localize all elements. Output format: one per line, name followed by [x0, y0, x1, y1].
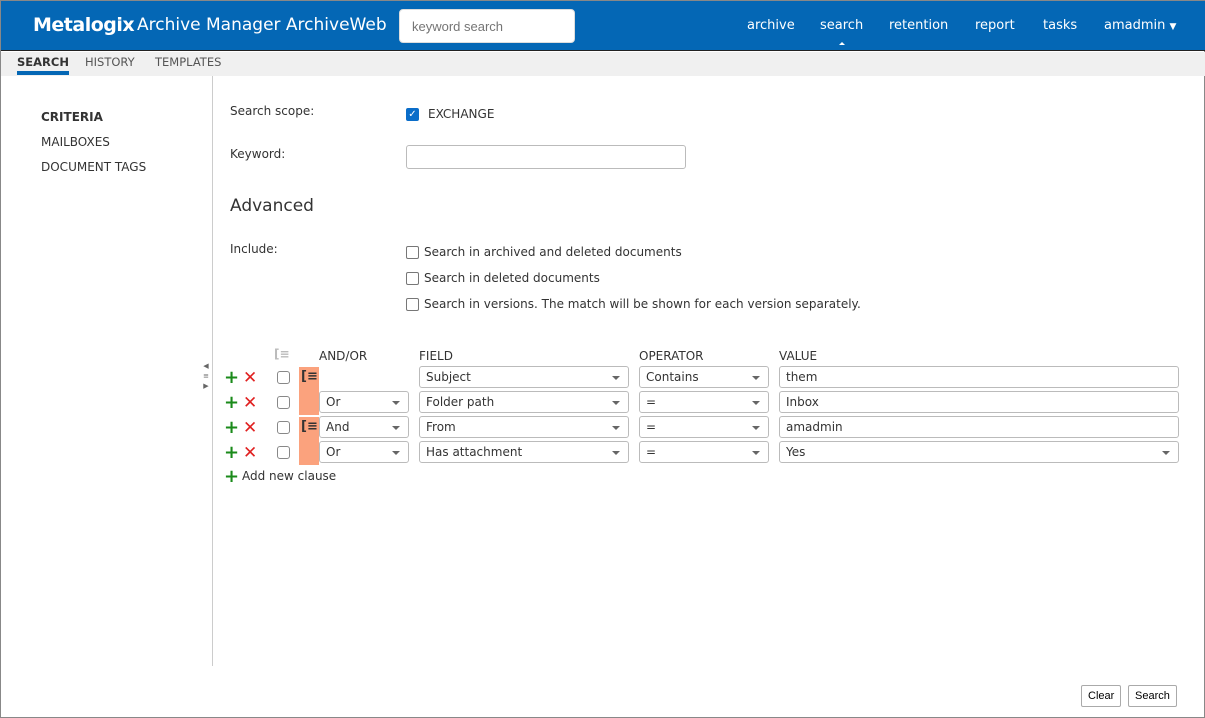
collapse-handle[interactable]: ◀ ≡ ▶	[203, 362, 209, 390]
operator-select[interactable]: =	[639, 391, 769, 413]
tab-history[interactable]: HISTORY	[85, 55, 135, 69]
header-andor: AND/OR	[319, 349, 368, 363]
keyword-search-input[interactable]	[399, 9, 575, 43]
andor-select[interactable]: Or	[319, 441, 409, 463]
caret-down-icon: ▼	[1169, 22, 1177, 32]
include-label: Include:	[230, 242, 278, 256]
header-operator: OPERATOR	[639, 349, 704, 363]
clause-checkbox[interactable]	[277, 371, 290, 384]
nav-report[interactable]: report	[975, 18, 1015, 33]
exchange-label: EXCHANGE	[428, 107, 495, 121]
include-versions-label: Search in versions. The match will be sh…	[424, 297, 861, 311]
operator-select[interactable]: Contains	[639, 366, 769, 388]
value-input[interactable]: amadmin	[779, 416, 1179, 438]
value-select[interactable]: Yes	[779, 441, 1179, 463]
clause-checkbox[interactable]	[277, 446, 290, 459]
clause-group	[299, 417, 319, 465]
user-name: amadmin	[1104, 18, 1166, 33]
clause-checkbox[interactable]	[277, 421, 290, 434]
field-select[interactable]: Folder path	[419, 391, 629, 413]
add-clause-icon[interactable]: +	[224, 367, 240, 388]
include-archived-deleted-checkbox[interactable]	[406, 246, 419, 259]
tab-templates[interactable]: TEMPLATES	[155, 55, 222, 69]
value-input[interactable]: Inbox	[779, 391, 1179, 413]
advanced-heading: Advanced	[230, 196, 314, 216]
operator-select[interactable]: =	[639, 441, 769, 463]
add-clause-icon[interactable]: +	[224, 417, 240, 438]
sidebar: CRITERIA MAILBOXES DOCUMENT TAGS	[1, 76, 213, 666]
keyword-label: Keyword:	[230, 147, 286, 161]
nav-tasks[interactable]: tasks	[1043, 18, 1078, 33]
include-deleted-label: Search in deleted documents	[424, 271, 600, 285]
value-input[interactable]: them	[779, 366, 1179, 388]
search-button[interactable]: Search	[1128, 685, 1177, 707]
field-select[interactable]: Subject	[419, 366, 629, 388]
add-clause-icon[interactable]: +	[224, 392, 240, 413]
andor-select[interactable]: Or	[319, 391, 409, 413]
user-menu[interactable]: amadmin ▼	[1104, 18, 1176, 33]
logo: Metalogix	[33, 14, 135, 36]
app-title: Archive Manager ArchiveWeb	[137, 15, 387, 35]
nav-search[interactable]: search	[820, 18, 864, 45]
add-clause-icon[interactable]: +	[224, 442, 240, 463]
clause-group	[299, 367, 319, 415]
sidebar-item-mailboxes[interactable]: MAILBOXES	[41, 135, 110, 149]
nav-archive[interactable]: archive	[747, 18, 795, 33]
group-icon[interactable]: [≡	[274, 347, 290, 361]
ungroup-icon[interactable]: [≡	[301, 369, 318, 384]
sidebar-item-criteria[interactable]: CRITERIA	[41, 110, 103, 124]
keyword-input[interactable]	[406, 145, 686, 169]
operator-select[interactable]: =	[639, 416, 769, 438]
tab-bar: SEARCH HISTORY TEMPLATES	[1, 52, 1205, 76]
tab-search[interactable]: SEARCH	[17, 55, 69, 75]
nav-retention[interactable]: retention	[889, 18, 949, 33]
delete-clause-icon[interactable]: ✕	[243, 418, 258, 438]
ungroup-icon[interactable]: [≡	[301, 419, 318, 434]
andor-select[interactable]: And	[319, 416, 409, 438]
header: Metalogix Archive Manager ArchiveWeb arc…	[1, 1, 1205, 51]
delete-clause-icon[interactable]: ✕	[243, 443, 258, 463]
scope-label: Search scope:	[230, 104, 315, 118]
field-select[interactable]: From	[419, 416, 629, 438]
exchange-checkbox[interactable]: ✓	[406, 108, 419, 121]
include-deleted-checkbox[interactable]	[406, 272, 419, 285]
delete-clause-icon[interactable]: ✕	[243, 368, 258, 388]
header-value: VALUE	[779, 349, 818, 363]
add-clause-plus-icon[interactable]: +	[224, 466, 240, 487]
clear-button[interactable]: Clear	[1081, 685, 1122, 707]
clause-checkbox[interactable]	[277, 396, 290, 409]
sidebar-item-document-tags[interactable]: DOCUMENT TAGS	[41, 160, 147, 174]
header-field: FIELD	[419, 349, 453, 363]
include-versions-checkbox[interactable]	[406, 298, 419, 311]
delete-clause-icon[interactable]: ✕	[243, 393, 258, 413]
add-new-clause-link[interactable]: Add new clause	[242, 469, 337, 483]
field-select[interactable]: Has attachment	[419, 441, 629, 463]
include-archived-deleted-label: Search in archived and deleted documents	[424, 245, 682, 259]
